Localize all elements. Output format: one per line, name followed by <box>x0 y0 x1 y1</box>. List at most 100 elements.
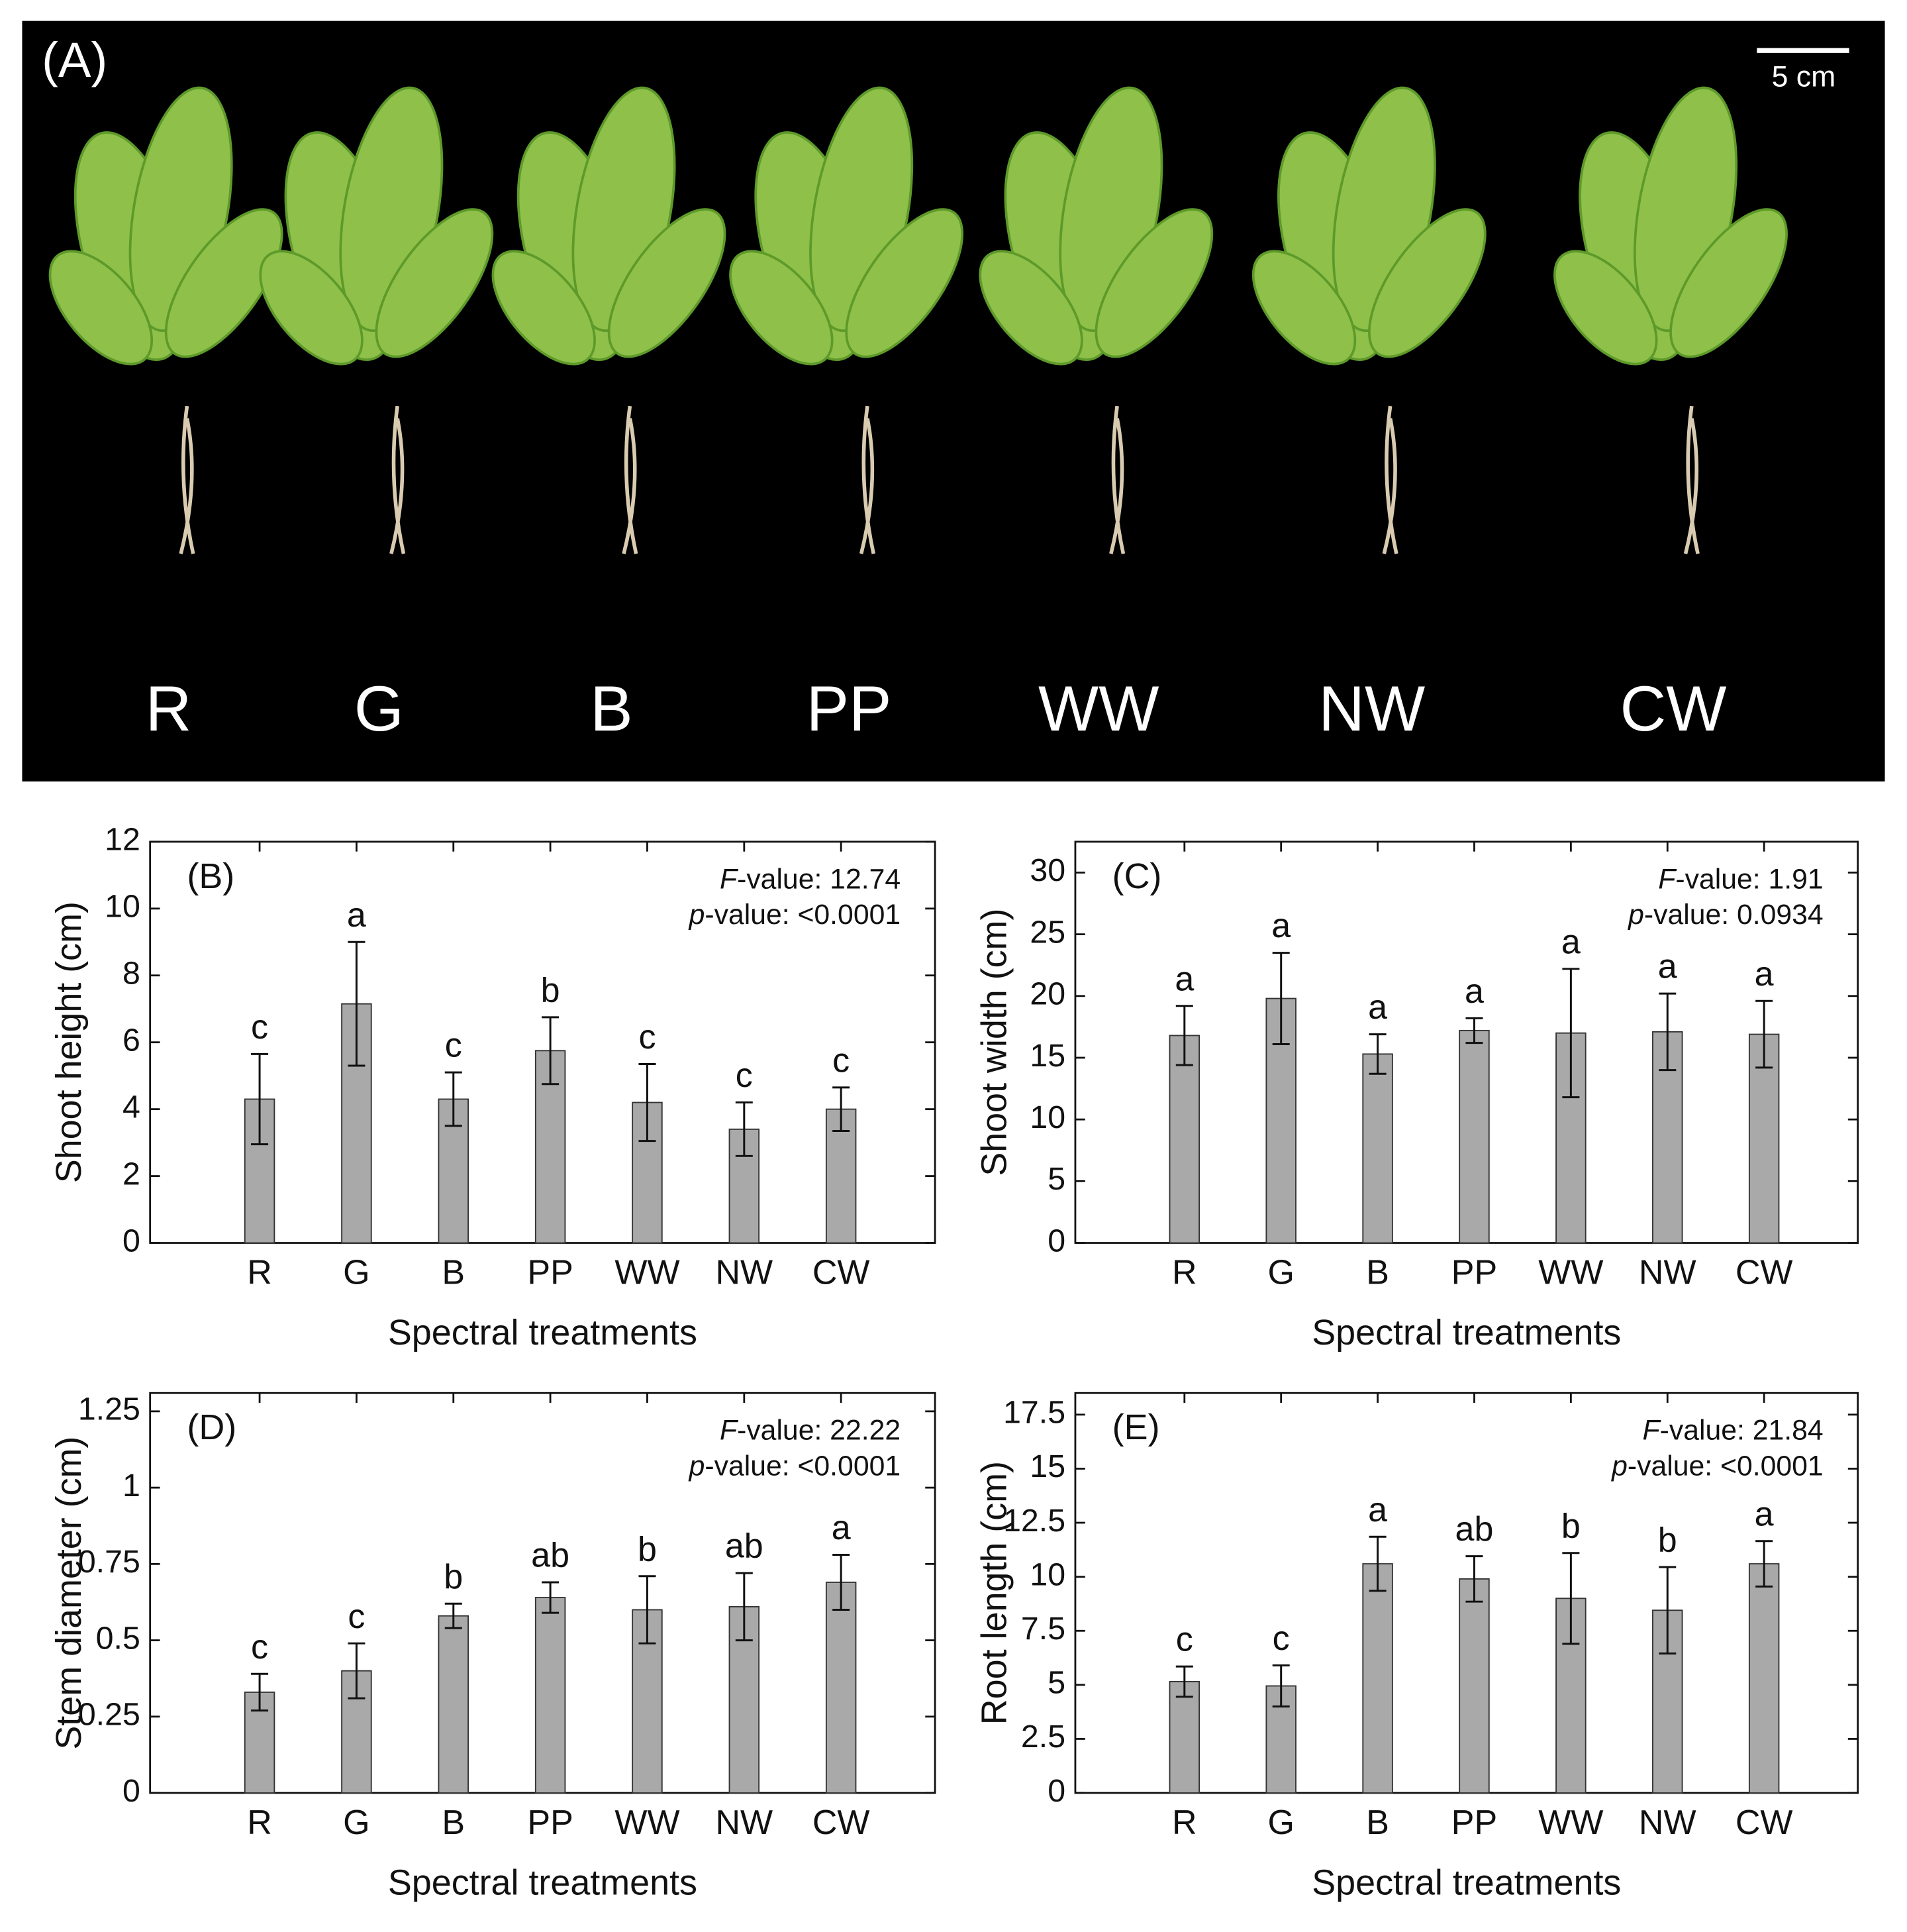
x-tick-label: B <box>442 1254 465 1292</box>
error-bar <box>1175 1665 1193 1698</box>
significance-letter: a <box>1368 1491 1387 1529</box>
y-tick-label: 17.5 <box>1003 1395 1065 1431</box>
x-tick-label: R <box>247 1254 272 1292</box>
x-tick-label: PP <box>527 1804 573 1842</box>
x-tick-label: B <box>1366 1804 1389 1842</box>
annotation: F-value: 12.74 <box>720 864 901 895</box>
root <box>1109 405 1126 554</box>
photo-label: NW <box>1318 674 1425 744</box>
y-tick-label: 12 <box>105 822 140 858</box>
error-bar <box>1755 999 1773 1069</box>
y-tick-label: 0 <box>1048 1223 1065 1258</box>
x-tick-label: CW <box>812 1254 870 1292</box>
y-tick-label: 10 <box>1030 1556 1065 1592</box>
leaf <box>729 250 834 366</box>
x-tick-label: R <box>1172 1254 1197 1292</box>
root <box>1683 405 1700 554</box>
photo-label: B <box>590 674 632 744</box>
y-tick-label: 1 <box>122 1468 140 1503</box>
significance-letter: b <box>541 971 560 1009</box>
x-tick-label: CW <box>1736 1804 1793 1842</box>
y-tick-label: 0.5 <box>96 1620 140 1656</box>
error-bar <box>1175 1005 1193 1066</box>
x-tick-label: G <box>343 1254 369 1292</box>
y-axis-label: Shoot width (cm) <box>974 909 1014 1176</box>
y-tick-label: 1.25 <box>78 1392 140 1427</box>
error-bar <box>1272 1664 1290 1707</box>
y-tick-label: 0 <box>122 1223 140 1258</box>
significance-letter: c <box>832 1041 850 1080</box>
leaf <box>1669 208 1788 358</box>
y-tick-label: 5 <box>1048 1665 1065 1701</box>
y-tick-label: 2.5 <box>1021 1719 1065 1754</box>
bar <box>1169 1681 1200 1794</box>
leaf <box>1251 250 1357 366</box>
x-tick-label: G <box>1267 1804 1294 1842</box>
bar <box>1169 1035 1200 1244</box>
annotation: F-value: 21.84 <box>1643 1415 1824 1447</box>
significance-letter: a <box>1561 923 1581 961</box>
root <box>389 405 406 554</box>
significance-letter: c <box>445 1027 462 1065</box>
leaf <box>164 208 283 358</box>
leaf <box>491 250 596 366</box>
y-tick-label: 6 <box>122 1022 140 1058</box>
photo-label: WW <box>1038 674 1159 744</box>
bar <box>825 1582 857 1794</box>
root <box>622 405 638 554</box>
error-bar <box>735 1572 753 1642</box>
error-bar <box>1465 1555 1483 1603</box>
x-tick-label: B <box>1366 1254 1389 1292</box>
plants <box>48 86 1788 554</box>
x-axis-label: Spectral treatments <box>388 1313 697 1352</box>
x-tick-label: B <box>442 1804 465 1842</box>
error-bar <box>832 1554 850 1611</box>
significance-letter: b <box>444 1558 463 1596</box>
panel-label: (C) <box>1112 856 1162 896</box>
x-tick-label: R <box>247 1804 272 1842</box>
leaf <box>845 208 964 358</box>
significance-letter: c <box>251 1628 268 1666</box>
leaf <box>979 250 1083 366</box>
x-tick-label: WW <box>614 1254 679 1292</box>
error-bar <box>1755 1540 1773 1588</box>
significance-letter: b <box>1658 1521 1677 1560</box>
annotation: p-value: 0.0934 <box>1627 899 1824 931</box>
x-tick-label: PP <box>527 1254 573 1292</box>
error-bar <box>444 1071 462 1127</box>
y-tick-label: 25 <box>1030 914 1065 950</box>
photo-label: R <box>146 674 192 744</box>
leaf <box>48 250 154 366</box>
significance-letter: a <box>832 1509 851 1547</box>
x-tick-label: G <box>1267 1254 1294 1292</box>
panel-label: (D) <box>187 1407 236 1447</box>
x-tick-label: WW <box>1538 1254 1603 1292</box>
significance-letter: ab <box>1455 1510 1494 1549</box>
x-axis-label: Spectral treatments <box>1312 1863 1621 1903</box>
significance-letter: a <box>1175 960 1194 998</box>
significance-letter: a <box>1755 1495 1774 1533</box>
panel-label: (B) <box>187 856 234 896</box>
significance-letter: a <box>1658 948 1677 986</box>
y-axis-label: Shoot height (cm) <box>49 901 89 1183</box>
y-tick-label: 7.5 <box>1021 1611 1065 1647</box>
x-axis-label: Spectral treatments <box>1312 1313 1621 1352</box>
error-bar <box>1465 1017 1483 1044</box>
error-bar <box>1562 1552 1580 1645</box>
y-tick-label: 5 <box>1048 1161 1065 1197</box>
photo-label: PP <box>807 674 892 744</box>
y-tick-label: 15 <box>1030 1449 1065 1484</box>
x-tick-label: WW <box>1538 1804 1603 1842</box>
annotation: F-value: 22.22 <box>720 1415 901 1447</box>
x-tick-label: CW <box>812 1804 870 1842</box>
x-tick-label: G <box>343 1804 369 1842</box>
significance-letter: b <box>638 1530 657 1568</box>
error-bar <box>348 941 366 1067</box>
leaf <box>259 250 364 366</box>
root <box>1382 405 1398 554</box>
annotation: p-value: <0.0001 <box>688 899 901 931</box>
error-bar <box>251 1052 269 1146</box>
error-bar <box>251 1672 269 1712</box>
photo-label: CW <box>1620 674 1726 744</box>
